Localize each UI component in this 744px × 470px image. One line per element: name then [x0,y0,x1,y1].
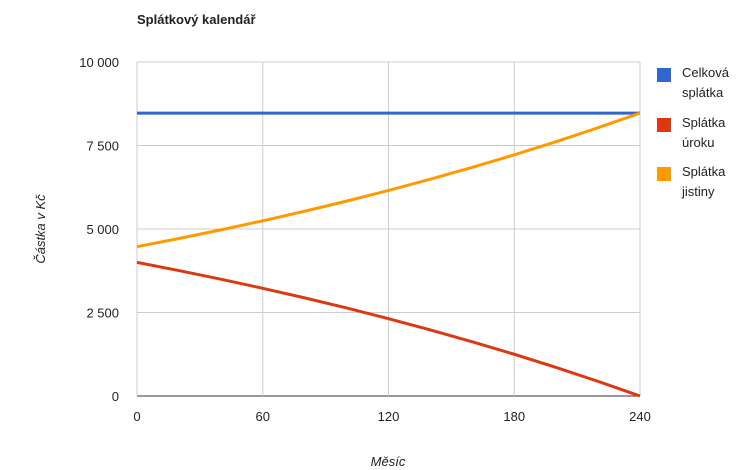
series-line [136,260,641,398]
y-tick-label: 0 [112,389,119,404]
chart-title: Splátkový kalendář [137,12,256,27]
series-line [136,111,641,249]
x-axis-label: Měsíc [371,454,406,469]
y-tick-label: 5 000 [86,222,119,237]
x-tick-label: 240 [629,409,651,424]
y-tick-label: 7 500 [86,139,119,154]
legend-swatch [657,68,671,82]
y-tick-label: 2 500 [86,306,119,321]
legend-label: Celková splátka [682,65,729,100]
x-tick-label: 60 [256,409,270,424]
x-tick-label: 120 [378,409,400,424]
legend-label: Splátka jistiny [682,164,726,199]
legend-swatch [657,167,671,181]
x-tick-label: 0 [133,409,140,424]
y-tick-label: 10 000 [79,55,119,70]
legend-label: Splátka úroku [682,115,726,150]
y-axis-label: Částka v Kč [33,194,48,264]
x-tick-label: 180 [503,409,525,424]
legend-swatch [657,118,671,132]
